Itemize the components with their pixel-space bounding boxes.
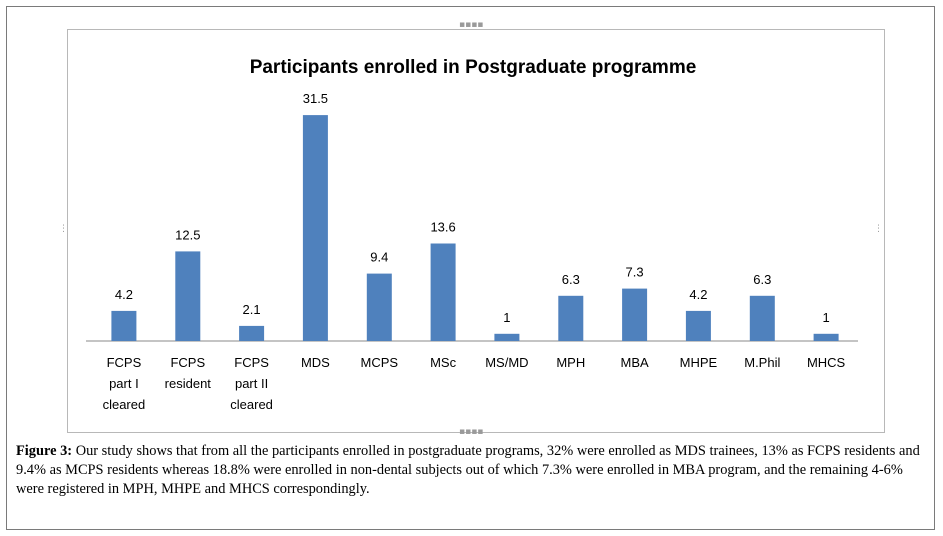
- bar-7: [558, 295, 584, 341]
- bar-chart: Participants enrolled in Postgraduate pr…: [86, 57, 858, 412]
- data-label-5: 13.6: [430, 220, 455, 235]
- resize-handle-left[interactable]: ⋮: [59, 224, 68, 234]
- x-tick-label-11: MHCS: [807, 355, 846, 370]
- x-tick-label-10: M.Phil: [744, 355, 780, 370]
- bar-0: [111, 310, 137, 341]
- bar-3: [302, 115, 328, 341]
- data-label-6: 1: [503, 310, 510, 325]
- resize-handle-right[interactable]: ⋮: [874, 224, 883, 234]
- resize-handle-top[interactable]: ▪▪▪▪: [459, 20, 484, 30]
- figure-frame: Participants enrolled in Postgraduate pr…: [6, 6, 935, 530]
- x-tick-label-2: FCPS part II cleared: [230, 355, 273, 412]
- bar-8: [622, 288, 648, 341]
- data-label-0: 4.2: [115, 287, 133, 302]
- data-label-3: 31.5: [303, 91, 328, 106]
- x-tick-label-7: MPH: [556, 355, 585, 370]
- data-label-2: 2.1: [243, 302, 261, 317]
- data-label-7: 6.3: [562, 272, 580, 287]
- data-label-9: 4.2: [689, 287, 707, 302]
- resize-handle-bottom[interactable]: ▪▪▪▪: [459, 427, 484, 437]
- data-label-11: 1: [822, 310, 829, 325]
- data-labels-group: 4.2 12.5 2.1 31.5 9.4 13.6 1 6.3 7.3 4.2 6.3 1: [115, 91, 830, 325]
- bars-group: [111, 115, 839, 341]
- data-label-10: 6.3: [753, 272, 771, 287]
- chart-area: Participants enrolled in Postgraduate pr…: [67, 29, 885, 433]
- figure-caption: Figure 3: Our study shows that from all …: [16, 442, 928, 499]
- x-tick-label-9: MHPE: [680, 355, 718, 370]
- chart-title: Participants enrolled in Postgraduate pr…: [250, 57, 697, 78]
- x-tick-label-5: MSc: [430, 355, 457, 370]
- bar-9: [685, 310, 711, 341]
- bar-11: [813, 333, 839, 341]
- bar-5: [430, 243, 456, 341]
- bar-6: [494, 333, 520, 341]
- x-tick-label-3: MDS: [301, 355, 330, 370]
- caption-label: Figure 3:: [16, 443, 73, 459]
- x-tick-label-6: MS/MD: [485, 355, 528, 370]
- x-tick-label-1: FCPS resident: [165, 355, 212, 391]
- x-tick-label-8: MBA: [621, 355, 650, 370]
- bar-1: [175, 251, 201, 341]
- bar-2: [239, 325, 265, 341]
- bar-10: [749, 295, 775, 341]
- bar-4: [366, 273, 392, 341]
- data-label-4: 9.4: [370, 250, 388, 265]
- data-label-8: 7.3: [626, 265, 644, 280]
- data-label-1: 12.5: [175, 227, 200, 242]
- caption-text: Our study shows that from all the partic…: [16, 443, 920, 497]
- x-tick-label-4: MCPS: [361, 355, 399, 370]
